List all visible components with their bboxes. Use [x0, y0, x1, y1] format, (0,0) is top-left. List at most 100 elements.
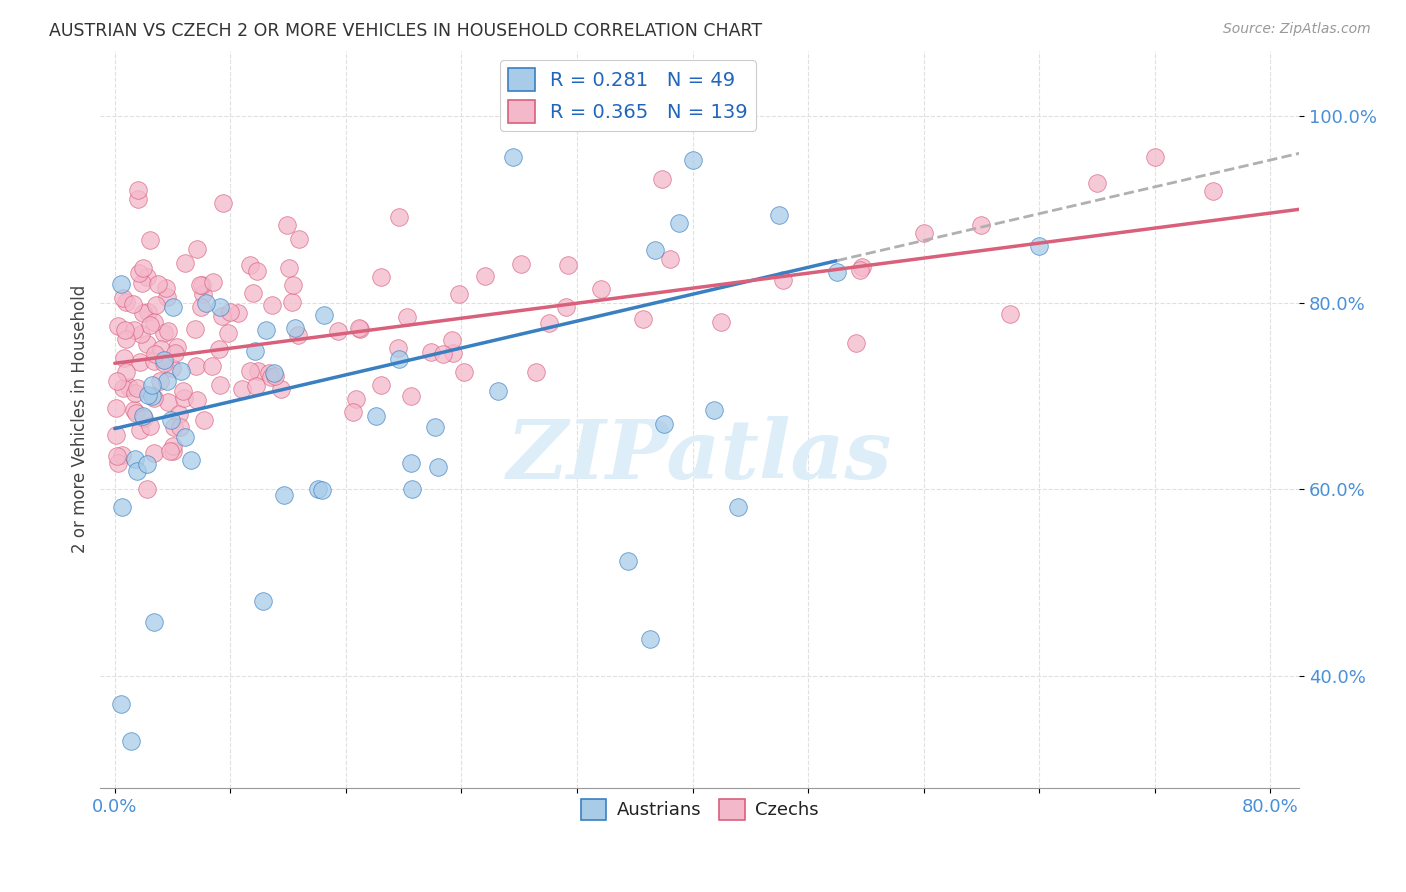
Point: [149, 374, 172, 388]
Point: [157, 395, 180, 409]
Point: [138, 233, 160, 247]
Point: [851, 260, 873, 275]
Point: [970, 218, 993, 232]
Point: [209, 300, 232, 314]
Point: [260, 369, 283, 384]
Point: [311, 483, 333, 498]
Point: [307, 482, 329, 496]
Point: [208, 378, 231, 392]
Point: [136, 458, 159, 472]
Point: [150, 342, 173, 356]
Point: [169, 420, 191, 434]
Point: [153, 326, 176, 340]
Point: [162, 301, 184, 315]
Point: [186, 242, 208, 256]
Point: [162, 439, 184, 453]
Point: [107, 456, 129, 470]
Point: [153, 353, 176, 368]
Point: [426, 460, 449, 475]
Point: [399, 388, 422, 402]
Point: [1085, 176, 1108, 190]
Point: [190, 300, 212, 314]
Point: [423, 419, 446, 434]
Point: [245, 379, 267, 393]
Point: [399, 456, 422, 470]
Point: [217, 326, 239, 340]
Point: [486, 384, 509, 398]
Point: [146, 277, 169, 292]
Point: [132, 411, 155, 425]
Point: [254, 323, 277, 337]
Point: [163, 420, 186, 434]
Point: [668, 216, 690, 230]
Point: [111, 448, 134, 462]
Point: [419, 344, 441, 359]
Point: [159, 444, 181, 458]
Point: [228, 306, 250, 320]
Point: [188, 278, 211, 293]
Point: [183, 322, 205, 336]
Point: [239, 258, 262, 272]
Point: [260, 298, 283, 312]
Point: [186, 393, 208, 408]
Point: [510, 257, 533, 271]
Point: [349, 322, 371, 336]
Point: [145, 298, 167, 312]
Point: [143, 615, 166, 629]
Point: [124, 451, 146, 466]
Point: [633, 311, 655, 326]
Point: [111, 500, 134, 514]
Legend: Austrians, Czechs: Austrians, Czechs: [574, 791, 827, 827]
Point: [441, 334, 464, 348]
Point: [277, 261, 299, 276]
Point: [242, 285, 264, 300]
Point: [652, 417, 675, 432]
Point: [141, 389, 163, 403]
Point: [252, 594, 274, 608]
Point: [447, 287, 470, 301]
Point: [388, 351, 411, 366]
Point: [202, 275, 225, 289]
Point: [347, 320, 370, 334]
Point: [845, 336, 868, 351]
Point: [155, 281, 177, 295]
Point: [136, 305, 159, 319]
Point: [825, 264, 848, 278]
Point: [143, 315, 166, 329]
Point: [401, 482, 423, 496]
Point: [125, 381, 148, 395]
Point: [651, 172, 673, 186]
Point: [257, 367, 280, 381]
Point: [211, 309, 233, 323]
Point: [132, 409, 155, 424]
Point: [1143, 150, 1166, 164]
Point: [682, 153, 704, 168]
Point: [231, 382, 253, 396]
Point: [136, 388, 159, 402]
Point: [453, 365, 475, 379]
Point: [638, 632, 661, 646]
Point: [207, 342, 229, 356]
Point: [239, 364, 262, 378]
Point: [537, 316, 560, 330]
Point: [849, 262, 872, 277]
Point: [174, 255, 197, 269]
Point: [105, 449, 128, 463]
Point: [132, 261, 155, 276]
Point: [105, 401, 128, 415]
Point: [502, 150, 524, 164]
Point: [193, 287, 215, 301]
Point: [395, 310, 418, 324]
Point: [156, 325, 179, 339]
Point: [122, 323, 145, 337]
Point: [263, 366, 285, 380]
Point: [287, 328, 309, 343]
Point: [115, 294, 138, 309]
Point: [132, 306, 155, 320]
Point: [342, 405, 364, 419]
Point: [281, 278, 304, 293]
Text: AUSTRIAN VS CZECH 2 OR MORE VEHICLES IN HOUSEHOLD CORRELATION CHART: AUSTRIAN VS CZECH 2 OR MORE VEHICLES IN …: [49, 22, 762, 40]
Point: [105, 428, 128, 442]
Point: [273, 488, 295, 502]
Point: [1000, 307, 1022, 321]
